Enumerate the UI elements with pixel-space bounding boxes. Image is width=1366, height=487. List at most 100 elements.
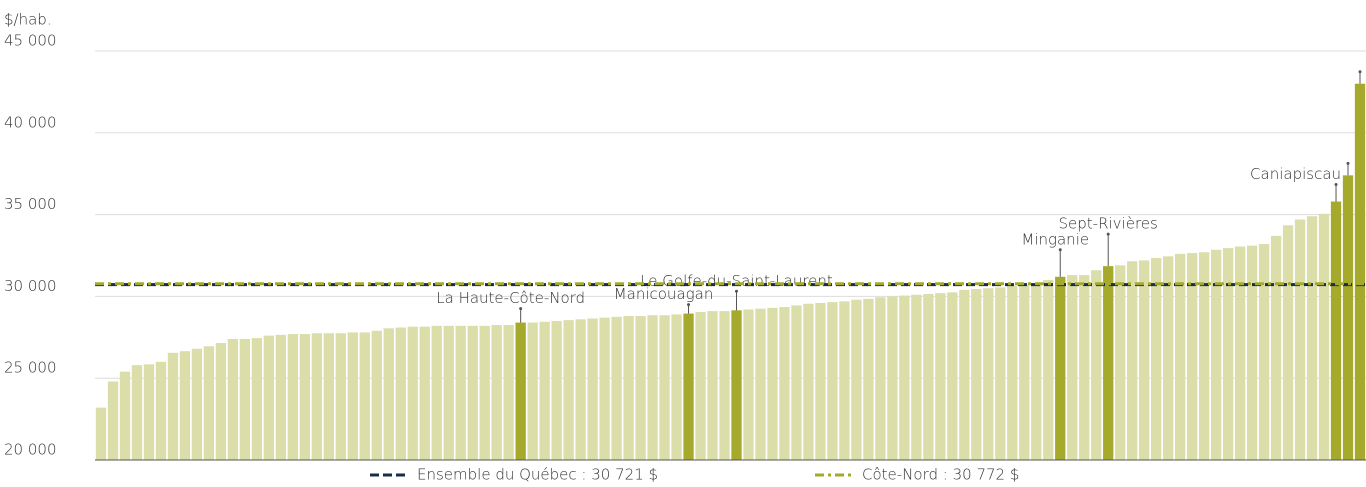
- bar: [1198, 252, 1210, 460]
- bar: [1031, 283, 1042, 460]
- bar: [395, 327, 406, 460]
- bar: [1186, 253, 1198, 460]
- bar: [911, 294, 922, 460]
- bar: [887, 296, 898, 460]
- leader-dot: [1334, 183, 1338, 187]
- y-tick-label: 25 000: [4, 359, 57, 377]
- bar: [1079, 275, 1090, 460]
- leader-dot: [1106, 232, 1110, 236]
- bar: [671, 314, 682, 460]
- bar: [1354, 83, 1366, 460]
- bar: [983, 288, 994, 460]
- bar: [167, 352, 179, 460]
- bar: [455, 325, 466, 460]
- bar: [995, 287, 1006, 460]
- y-tick-label: 20 000: [4, 441, 57, 459]
- bar: [899, 295, 910, 460]
- bar: [815, 302, 826, 460]
- bar: [863, 298, 874, 460]
- bar: [827, 302, 838, 460]
- bar: [611, 316, 622, 460]
- bar: [971, 289, 982, 460]
- bar: [407, 326, 418, 460]
- bar: [743, 309, 754, 460]
- leader-dot: [519, 307, 523, 311]
- bar: [1318, 213, 1330, 460]
- bar: [239, 338, 251, 460]
- bar: [923, 293, 934, 460]
- bar: [1234, 246, 1246, 460]
- bar: [959, 289, 970, 460]
- bar: [479, 325, 490, 460]
- bar: [335, 333, 346, 460]
- bar: [1055, 276, 1066, 460]
- bar: [287, 334, 299, 460]
- bar: [155, 361, 167, 460]
- bar-label: Sept-Rivières: [1059, 215, 1158, 233]
- bar: [695, 311, 706, 460]
- bar: [587, 318, 598, 460]
- bar: [755, 308, 766, 460]
- bar-label: Minganie: [1021, 230, 1089, 248]
- bar: [131, 365, 143, 460]
- bar: [527, 322, 538, 460]
- bar: [707, 311, 718, 460]
- bar: [1270, 235, 1282, 460]
- bar: [491, 325, 502, 460]
- bar: [419, 326, 430, 460]
- bar: [1330, 201, 1342, 460]
- y-tick-label: 40 000: [4, 113, 57, 131]
- bar-label: Caniapiscau: [1250, 165, 1341, 183]
- bar: [203, 346, 215, 460]
- bar-label: La Haute-Côte-Nord: [436, 289, 585, 307]
- bar: [1019, 284, 1030, 460]
- bar: [1294, 219, 1306, 460]
- bar: [263, 335, 275, 460]
- bar: [299, 334, 310, 460]
- leader-dot: [1346, 161, 1350, 165]
- bar: [1103, 266, 1114, 460]
- bar: [947, 292, 958, 460]
- y-tick-label: 30 000: [4, 277, 57, 295]
- bar: [791, 305, 802, 460]
- bar: [1139, 260, 1150, 460]
- bar: [275, 334, 287, 460]
- bar: [143, 364, 155, 460]
- bar: [935, 293, 946, 460]
- bar: [851, 299, 862, 460]
- bar: [647, 315, 658, 460]
- bar: [1222, 248, 1234, 460]
- bar: [503, 325, 514, 460]
- bar: [875, 297, 886, 460]
- bar: [551, 320, 562, 460]
- bar: [635, 316, 646, 460]
- leader-dot: [734, 289, 738, 293]
- bar: [599, 317, 610, 460]
- bar: [467, 325, 478, 460]
- y-axis-label: $/hab.: [4, 11, 52, 29]
- bar: [359, 332, 370, 460]
- bar: [1174, 253, 1186, 460]
- leader-dot: [687, 303, 691, 307]
- bar: [227, 338, 239, 460]
- bar: [1258, 244, 1270, 460]
- bar: [1210, 249, 1222, 460]
- bar: [383, 328, 394, 460]
- y-tick-label: 35 000: [4, 195, 57, 213]
- bar: [179, 351, 191, 460]
- bar: [1007, 285, 1018, 460]
- bar: [779, 307, 790, 460]
- bar: [1151, 257, 1162, 460]
- bar: [731, 310, 742, 460]
- bar: [1127, 261, 1138, 460]
- bar-label: Le Golfe-du-Saint-Laurent: [640, 272, 833, 290]
- leader-dot: [1058, 248, 1062, 252]
- bar: [119, 371, 131, 460]
- bar-label: Manicouagan: [614, 285, 714, 303]
- bar: [95, 407, 107, 460]
- bar: [431, 325, 442, 460]
- bar: [563, 320, 574, 460]
- y-tick-label: 45 000: [4, 32, 57, 50]
